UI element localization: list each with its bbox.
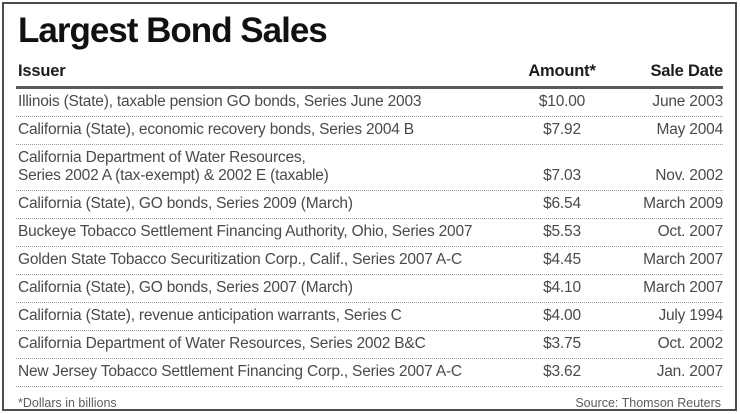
issuer-cell: New Jersey Tobacco Settlement Financing … <box>18 363 462 380</box>
table-row: Illinois (State), taxable pension GO bon… <box>16 89 723 117</box>
sale-date-cell: March 2007 <box>643 279 723 296</box>
amount-cell: $7.03 <box>543 167 581 184</box>
sale-date-cell: May 2004 <box>656 121 724 138</box>
issuer-cell: Illinois (State), taxable pension GO bon… <box>18 93 422 110</box>
sale-date-cell: July 1994 <box>658 307 723 324</box>
column-header-amount: Amount* <box>528 62 596 80</box>
issuer-cell: California (State), economic recovery bo… <box>18 121 414 138</box>
table-footer: *Dollars in billions Source: Thomson Reu… <box>16 387 723 410</box>
issuer-cell: California (State), GO bonds, Series 200… <box>18 279 353 296</box>
issuer-cell: California Department of Water Resources… <box>18 149 329 184</box>
amount-cell: $5.53 <box>543 223 581 240</box>
footnote-dollars-in-billions: *Dollars in billions <box>18 396 117 410</box>
issuer-cell: California Department of Water Resources… <box>18 335 426 352</box>
column-header-sale-date: Sale Date <box>650 62 724 80</box>
source-credit: Source: Thomson Reuters <box>575 396 721 410</box>
amount-cell: $10.00 <box>538 93 586 110</box>
table-row: California (State), economic recovery bo… <box>16 117 723 145</box>
amount-cell: $7.92 <box>543 121 581 138</box>
table-row: California (State), revenue anticipation… <box>16 303 723 331</box>
sale-date-cell: Nov. 2002 <box>655 167 723 184</box>
table-body: Illinois (State), taxable pension GO bon… <box>16 89 723 387</box>
issuer-cell: California (State), revenue anticipation… <box>18 307 402 324</box>
table-row: Golden State Tobacco Securitization Corp… <box>16 247 723 275</box>
amount-cell: $4.45 <box>543 251 581 268</box>
issuer-cell: California (State), GO bonds, Series 200… <box>18 195 353 212</box>
sale-date-cell: March 2007 <box>643 251 723 268</box>
amount-cell: $3.62 <box>543 363 581 380</box>
table-row: California Department of Water Resources… <box>16 145 723 191</box>
column-header-issuer: Issuer <box>18 62 66 80</box>
sale-date-cell: Oct. 2002 <box>657 335 724 352</box>
issuer-cell: Buckeye Tobacco Settlement Financing Aut… <box>18 223 473 240</box>
sale-date-cell: June 2003 <box>652 93 723 110</box>
table-row: California Department of Water Resources… <box>16 331 723 359</box>
table-row: Buckeye Tobacco Settlement Financing Aut… <box>16 219 723 247</box>
table-row: California (State), GO bonds, Series 200… <box>16 191 723 219</box>
table-row: New Jersey Tobacco Settlement Financing … <box>16 359 723 387</box>
issuer-cell: Golden State Tobacco Securitization Corp… <box>18 251 463 268</box>
page-title: Largest Bond Sales <box>18 11 328 50</box>
amount-cell: $3.75 <box>543 335 581 352</box>
table-row: California (State), GO bonds, Series 200… <box>16 275 723 303</box>
sale-date-cell: Jan. 2007 <box>656 363 723 380</box>
table-header-row: Issuer Amount* Sale Date <box>16 60 723 89</box>
sale-date-cell: Oct. 2007 <box>657 223 724 240</box>
amount-cell: $4.10 <box>543 279 581 296</box>
amount-cell: $4.00 <box>543 307 581 324</box>
sale-date-cell: March 2009 <box>643 195 723 212</box>
amount-cell: $6.54 <box>543 195 581 212</box>
